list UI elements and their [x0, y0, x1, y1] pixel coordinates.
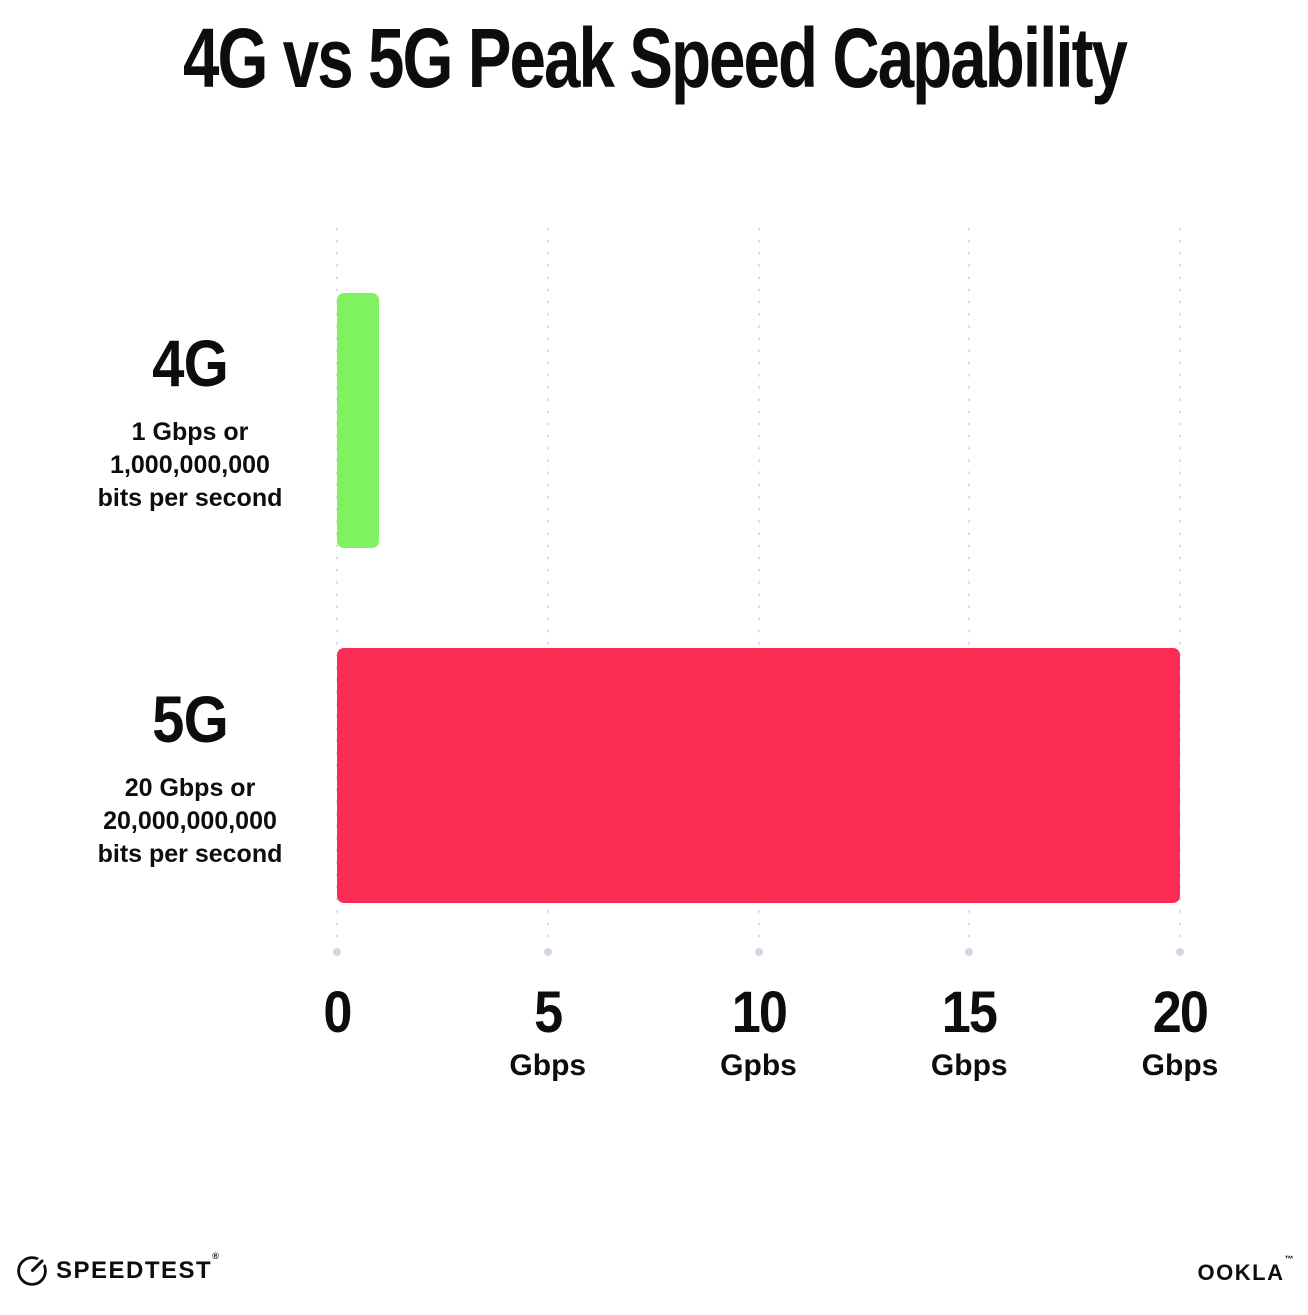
row-heading-4g-text: 4G — [152, 326, 229, 400]
ookla-trademark-mark: ™ — [1284, 1254, 1295, 1264]
x-tick-label: 10 Gpbs — [720, 984, 797, 1081]
gridline — [333, 223, 341, 956]
x-tick-unit: Gbps — [509, 1049, 587, 1082]
x-tick-number: 5 — [534, 980, 563, 1045]
x-tick-number: 20 — [1152, 980, 1209, 1045]
gridline — [543, 223, 552, 956]
speedtest-wordmark-text: SPEEDTEST — [56, 1257, 213, 1284]
row-heading-5g: 5G — [52, 686, 328, 752]
row-label-5g: 5G 20 Gbps or 20,000,000,000 bits per se… — [52, 686, 328, 871]
x-tick-label: 15 Gbps — [931, 984, 1008, 1081]
x-tick-label: 5 Gbps — [509, 984, 586, 1081]
x-tick-unit: Gbps — [1141, 1049, 1219, 1082]
gridline-end-dot — [333, 948, 341, 956]
row-sub-5g-line2: 20,000,000,000 — [103, 807, 277, 835]
row-sub-4g-line1: 1 Gbps or — [131, 418, 249, 446]
gridline-end-dot — [754, 948, 763, 956]
x-tick-unit: Gpbs — [720, 1049, 797, 1082]
bar-5g — [337, 648, 1180, 903]
row-heading-5g-text: 5G — [152, 682, 229, 756]
ookla-logo: OOKLA™ — [1197, 1255, 1295, 1285]
x-tick-number: 0 — [323, 980, 352, 1045]
ookla-wordmark-text: OOKLA — [1197, 1260, 1285, 1285]
row-sub-5g-line3: bits per second — [97, 840, 283, 868]
gridline-end-dot — [1176, 948, 1184, 956]
x-tick-label: 20 Gbps — [1142, 984, 1219, 1081]
gridline — [965, 223, 974, 956]
row-sub-5g: 20 Gbps or 20,000,000,000 bits per secon… — [52, 772, 328, 871]
bar-4g — [337, 293, 380, 548]
gridline — [754, 223, 763, 956]
row-sub-4g-line2: 1,000,000,000 — [110, 451, 270, 479]
gridline-end-dot — [543, 948, 552, 956]
x-tick-label: 0 — [322, 984, 352, 1042]
x-tick-number: 15 — [942, 980, 998, 1045]
row-label-4g: 4G 1 Gbps or 1,000,000,000 bits per seco… — [52, 330, 328, 515]
x-tick-number: 10 — [731, 980, 787, 1045]
row-sub-4g-line3: bits per second — [97, 484, 283, 512]
speedtest-wordmark: SPEEDTEST® — [56, 1252, 220, 1284]
speedtest-logo: SPEEDTEST® — [15, 1252, 220, 1288]
page-title-text: 4G vs 5G Peak Speed Capability — [182, 11, 1128, 105]
gridline — [1176, 223, 1184, 956]
row-sub-4g: 1 Gbps or 1,000,000,000 bits per second — [52, 416, 328, 515]
page-title: 4G vs 5G Peak Speed Capability — [0, 14, 1308, 102]
gridline-end-dot — [965, 948, 974, 956]
row-sub-5g-line1: 20 Gbps or — [124, 774, 256, 802]
row-heading-4g: 4G — [52, 330, 328, 396]
speedtest-registered-mark: ® — [212, 1251, 221, 1261]
speedtest-gauge-icon — [17, 1254, 49, 1286]
x-tick-unit: Gbps — [930, 1049, 1008, 1082]
